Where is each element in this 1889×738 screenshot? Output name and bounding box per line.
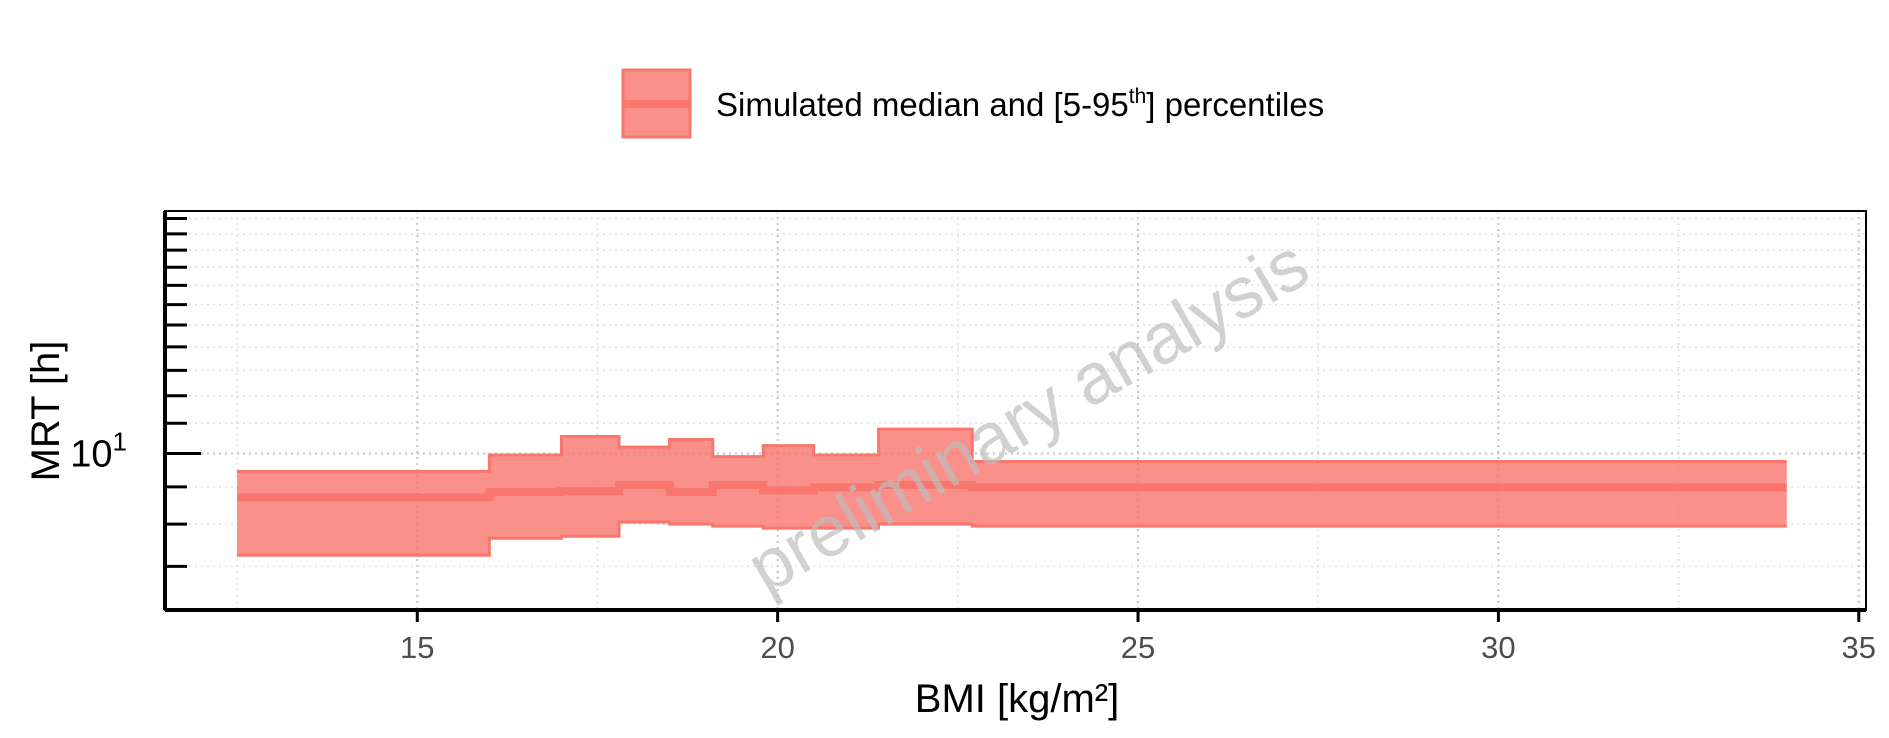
x-tick-label: 15 <box>400 630 434 665</box>
median-step-line <box>237 481 1787 502</box>
legend-label-tail: ] percentiles <box>1146 86 1324 123</box>
legend: Simulated median and [5-95th] percentile… <box>621 68 1324 139</box>
p95-step-line <box>237 427 1787 473</box>
p5-step-line <box>237 520 1787 557</box>
y-tick-label: 101 <box>70 426 127 475</box>
x-axis-title: BMI [kg/m²] <box>915 677 1119 721</box>
x-tick-label: 25 <box>1121 630 1155 665</box>
x-tick-label: 20 <box>760 630 794 665</box>
plot-area <box>237 427 1787 557</box>
x-tick-label: 35 <box>1842 630 1876 665</box>
y-axis-title: MRT [h] <box>24 341 68 482</box>
watermark: preliminary analysis <box>734 224 1322 609</box>
legend-label-main: Simulated median and [5-95 <box>716 86 1129 123</box>
legend-label: Simulated median and [5-95th] percentile… <box>716 85 1324 123</box>
x-tick-label: 30 <box>1481 630 1515 665</box>
legend-label-sup: th <box>1129 85 1147 108</box>
ribbon-5-95-area <box>237 429 1787 556</box>
axes: 15 20 25 30 35 101 <box>70 210 1876 665</box>
